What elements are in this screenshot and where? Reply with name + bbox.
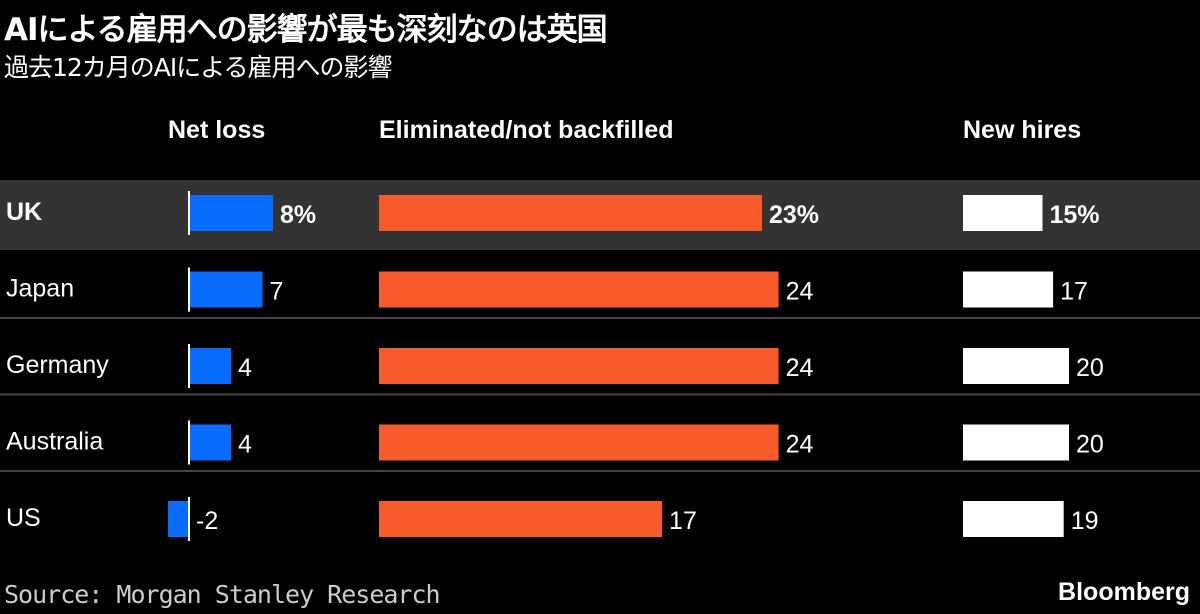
- bar-0-uk: [189, 195, 273, 231]
- bar-2-japan: [963, 271, 1054, 308]
- category-label: US: [6, 504, 41, 532]
- bar-1-us: [379, 501, 663, 537]
- category-label: Japan: [6, 275, 74, 303]
- bar-2-germany: [963, 348, 1069, 384]
- bar-1-japan: [379, 271, 779, 308]
- bar-2-uk: [963, 195, 1043, 231]
- bar-0-germany: [189, 348, 231, 384]
- data-label: 24: [786, 278, 814, 306]
- bloomberg-logo: Bloomberg: [1058, 578, 1190, 606]
- bar-0-us: [168, 501, 189, 537]
- chart-subtitle: 過去12カ月のAIによる雇用への影響: [4, 53, 393, 82]
- data-label: 23%: [769, 201, 819, 229]
- bar-2-australia: [963, 424, 1069, 461]
- column-header-net-loss: Net loss: [168, 116, 266, 144]
- chart-title: AIによる雇用への影響が最も深刻なのは英国: [4, 12, 608, 48]
- data-label: 4: [238, 431, 252, 459]
- category-label: Germany: [6, 351, 109, 379]
- data-label: 8%: [280, 201, 316, 229]
- column-header-new-hires: New hires: [963, 116, 1082, 144]
- data-label: 4: [238, 354, 252, 382]
- bar-0-japan: [189, 271, 263, 308]
- data-label: 24: [786, 431, 814, 459]
- bar-1-australia: [379, 424, 779, 461]
- data-label: 17: [1060, 278, 1088, 306]
- column-header-eliminated: Eliminated/not backfilled: [379, 116, 674, 144]
- data-label: 20: [1076, 354, 1104, 382]
- data-label: -2: [196, 507, 218, 535]
- data-label: 7: [270, 278, 284, 306]
- data-label: 19: [1071, 507, 1099, 535]
- source-note: Source: Morgan Stanley Research: [4, 580, 441, 609]
- bar-0-australia: [189, 424, 231, 461]
- data-label: 20: [1076, 431, 1104, 459]
- category-label: Australia: [6, 428, 103, 456]
- data-label: 15%: [1050, 201, 1100, 229]
- category-label: UK: [6, 198, 42, 226]
- data-label: 24: [786, 354, 814, 382]
- data-label: 17: [669, 507, 697, 535]
- bar-1-germany: [379, 348, 779, 384]
- bar-1-uk: [379, 195, 762, 231]
- bar-2-us: [963, 501, 1064, 537]
